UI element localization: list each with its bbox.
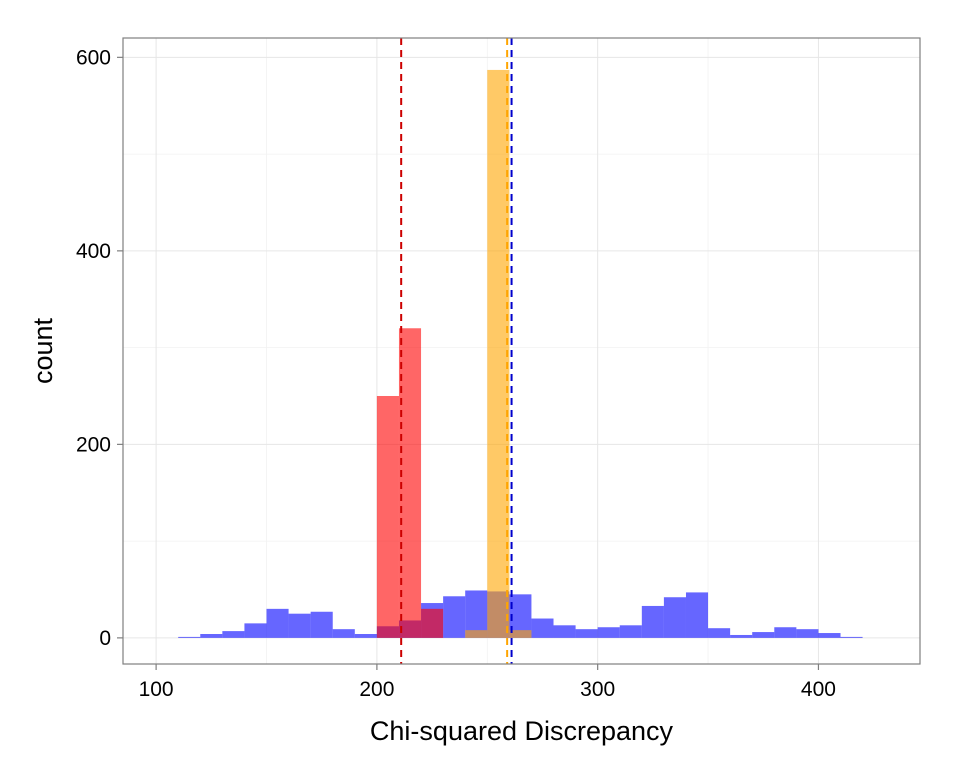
plot-panel-border [122, 37, 921, 665]
histogram-bar [619, 625, 642, 638]
x-tick-label: 300 [580, 678, 615, 701]
histogram-bar [354, 634, 377, 638]
histogram-bar [708, 628, 731, 638]
histogram-bar [487, 69, 510, 638]
histogram-bar [465, 630, 488, 638]
histogram-bar [685, 592, 709, 638]
plot-panel-background [123, 38, 920, 664]
x-tick-label: 200 [359, 678, 394, 701]
histogram-bar [818, 633, 841, 638]
histogram-bar [376, 395, 399, 638]
histogram-bars [178, 69, 863, 638]
histogram-bar [840, 636, 863, 638]
x-axis-title: Chi-squared Discrepancy [370, 716, 674, 746]
x-tick-label: 100 [139, 678, 174, 701]
histogram-bar [332, 629, 355, 638]
histogram-bar [531, 618, 554, 638]
histogram-bar [641, 605, 664, 638]
histogram-bar [421, 608, 444, 638]
histogram-bar [443, 596, 466, 638]
histogram-bar [222, 631, 245, 638]
y-tick-label: 0 [99, 627, 111, 650]
histogram-bar [200, 634, 223, 638]
y-tick-label: 400 [76, 240, 111, 263]
y-tick-label: 600 [76, 46, 111, 69]
histogram-bar [774, 627, 797, 638]
x-tick-label: 400 [801, 678, 836, 701]
histogram-bar [796, 629, 819, 638]
histogram-bar [244, 623, 267, 638]
histogram-bar [398, 328, 422, 638]
histogram-bar [509, 630, 532, 638]
histogram-bar [597, 627, 620, 638]
y-tick-label: 200 [76, 433, 111, 456]
histogram-bar [752, 632, 775, 638]
y-axis-ticks: 0 200 400 600 [76, 46, 123, 650]
y-axis-title: count [28, 317, 58, 384]
histogram-bar [266, 608, 289, 638]
reference-lines [400, 38, 513, 664]
histogram-bar [509, 594, 532, 638]
histogram-bar [288, 613, 311, 638]
histogram-bar [465, 590, 488, 638]
histogram-bar [553, 625, 576, 638]
histogram-bar [310, 611, 333, 638]
histogram-bar [575, 629, 598, 638]
histogram-bar [663, 597, 686, 638]
histogram-bar [178, 636, 201, 638]
x-axis-ticks: 100 200 300 400 [139, 664, 836, 701]
histogram-bar [730, 634, 753, 638]
